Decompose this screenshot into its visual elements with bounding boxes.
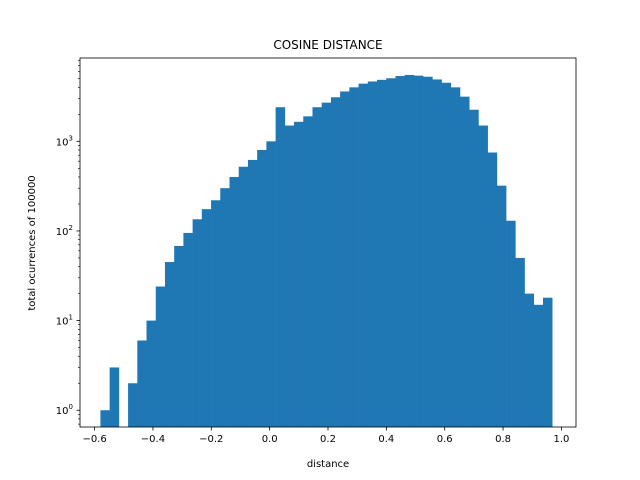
histogram-bar xyxy=(164,262,175,427)
histogram-bar xyxy=(330,97,341,428)
histogram-bar xyxy=(478,125,488,427)
x-tick-label: 1.0 xyxy=(553,434,569,445)
histogram-bar xyxy=(137,340,147,427)
x-tick-label: −0.6 xyxy=(82,434,106,445)
x-axis-label: distance xyxy=(307,459,349,470)
histogram-bar xyxy=(395,76,405,428)
x-tick-label: 0.4 xyxy=(378,434,394,445)
histogram-bar xyxy=(386,78,396,428)
histogram-bar xyxy=(275,107,286,427)
x-tick-label: −0.4 xyxy=(141,434,165,445)
histogram-bar xyxy=(284,125,295,427)
histogram-bar xyxy=(423,76,433,427)
histogram-bar xyxy=(377,79,387,427)
histogram-bar xyxy=(201,209,212,427)
histogram-bar xyxy=(496,185,507,427)
histogram-bar xyxy=(321,102,332,428)
histogram-bar xyxy=(432,79,442,427)
histogram-bar xyxy=(340,91,350,427)
histogram-bar xyxy=(174,245,184,427)
x-tick-label: −0.2 xyxy=(199,434,223,445)
histogram-bar xyxy=(220,188,230,427)
histogram-bar xyxy=(266,141,276,427)
y-tick-label: 100 xyxy=(56,403,73,417)
histogram-bar xyxy=(146,320,157,427)
plot-frame xyxy=(79,57,577,428)
x-tick-label: 0.2 xyxy=(320,434,336,445)
histogram-bar xyxy=(367,81,378,427)
histogram-bar xyxy=(100,410,110,427)
histogram-bar xyxy=(109,367,120,427)
histogram-bar xyxy=(542,297,553,427)
histogram-bar xyxy=(155,286,166,427)
x-tick-label: 0.6 xyxy=(437,434,453,445)
x-axis-ticks: −0.6 −0.4 −0.2 0.0 0.2 0.4 0.6 0.8 1.0 xyxy=(82,427,569,445)
histogram-bar xyxy=(312,107,322,427)
histogram-bar xyxy=(257,150,267,427)
histogram-bar xyxy=(211,200,221,427)
histogram-bar xyxy=(533,304,544,427)
histogram-bar xyxy=(192,219,203,427)
x-tick-label: 0.8 xyxy=(495,434,511,445)
y-tick-label: 101 xyxy=(56,314,73,328)
histogram-bar xyxy=(349,87,359,427)
histogram-bar xyxy=(524,293,535,427)
histogram-bars xyxy=(100,74,553,428)
histogram-bar xyxy=(358,83,369,427)
histogram-bar xyxy=(487,152,498,427)
histogram-bar xyxy=(459,96,470,427)
histogram-bar xyxy=(238,166,249,427)
chart-title: COSINE DISTANCE xyxy=(273,38,382,52)
histogram-bar xyxy=(247,159,258,428)
histogram-bar xyxy=(441,82,452,427)
histogram-bar xyxy=(506,220,516,427)
histogram-bar xyxy=(183,232,193,427)
y-axis-label: total ocurrences of 100000 xyxy=(27,175,38,310)
histogram-bar xyxy=(294,121,304,427)
histogram-bar xyxy=(128,383,138,427)
histogram-bar xyxy=(515,257,525,427)
histogram-bar xyxy=(450,87,461,427)
y-tick-label: 102 xyxy=(56,224,73,238)
histogram-bar xyxy=(404,74,415,427)
histogram-bar xyxy=(469,109,479,428)
histogram-bar xyxy=(229,176,240,427)
y-axis-ticks: 100 101 102 103 xyxy=(56,60,80,425)
histogram-bar xyxy=(413,75,424,427)
histogram-bar xyxy=(303,116,313,427)
y-tick-label: 103 xyxy=(56,134,73,148)
x-tick-label: 0.0 xyxy=(262,434,278,445)
